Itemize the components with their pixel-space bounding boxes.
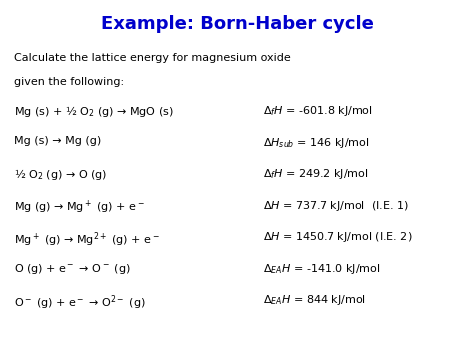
Text: $\Delta H$ = 737.7 kJ/mol  (I.E. 1): $\Delta H$ = 737.7 kJ/mol (I.E. 1) — [263, 199, 409, 213]
Text: ½ O$_2$ (g) → O (g): ½ O$_2$ (g) → O (g) — [14, 167, 108, 182]
Text: $\Delta_f H$ = -601.8 kJ/mol: $\Delta_f H$ = -601.8 kJ/mol — [263, 104, 373, 118]
Text: Calculate the lattice energy for magnesium oxide: Calculate the lattice energy for magnesi… — [14, 53, 291, 63]
Text: Example: Born-Haber cycle: Example: Born-Haber cycle — [100, 15, 374, 34]
Text: given the following:: given the following: — [14, 77, 124, 87]
Text: Mg (s) + ½ O$_2$ (g) → MgO (s): Mg (s) + ½ O$_2$ (g) → MgO (s) — [14, 104, 174, 119]
Text: $\Delta H_{sub}$ = 146 kJ/mol: $\Delta H_{sub}$ = 146 kJ/mol — [263, 136, 370, 150]
Text: Mg (s) → Mg (g): Mg (s) → Mg (g) — [14, 136, 101, 146]
Text: O$^-$ (g) + e$^-$ → O$^{2-}$ (g): O$^-$ (g) + e$^-$ → O$^{2-}$ (g) — [14, 293, 146, 312]
Text: O (g) + e$^-$ → O$^-$ (g): O (g) + e$^-$ → O$^-$ (g) — [14, 262, 131, 276]
Text: $\Delta H$ = 1450.7 kJ/mol (I.E. 2): $\Delta H$ = 1450.7 kJ/mol (I.E. 2) — [263, 230, 412, 244]
Text: Mg (g) → Mg$^+$ (g) + e$^-$: Mg (g) → Mg$^+$ (g) + e$^-$ — [14, 199, 145, 216]
Text: Mg$^+$ (g) → Mg$^{2+}$ (g) + e$^-$: Mg$^+$ (g) → Mg$^{2+}$ (g) + e$^-$ — [14, 230, 160, 249]
Text: $\Delta_f H$ = 249.2 kJ/mol: $\Delta_f H$ = 249.2 kJ/mol — [263, 167, 368, 181]
Text: $\Delta_{EA} H$ = 844 kJ/mol: $\Delta_{EA} H$ = 844 kJ/mol — [263, 293, 366, 307]
Text: $\Delta_{EA} H$ = -141.0 kJ/mol: $\Delta_{EA} H$ = -141.0 kJ/mol — [263, 262, 381, 276]
